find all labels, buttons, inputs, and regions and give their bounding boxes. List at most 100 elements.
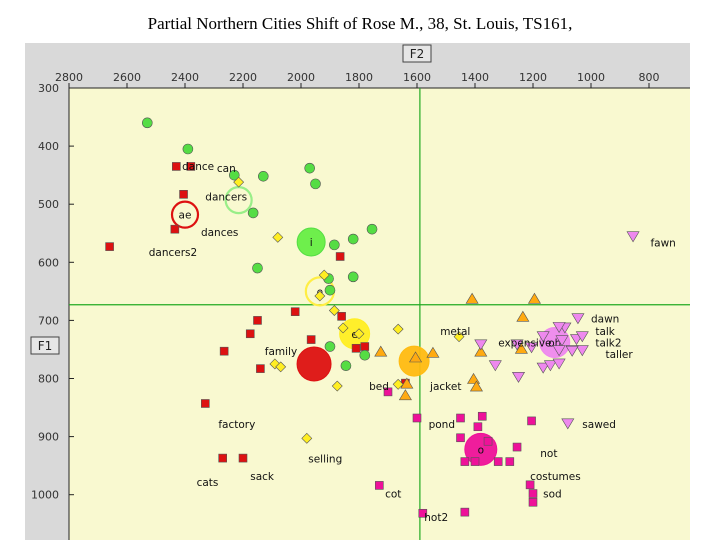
point-ae-6: [290, 307, 300, 316]
point-i-0: [142, 117, 153, 129]
point-ae-7: [253, 316, 262, 325]
f2-axis-tag-box: [402, 44, 432, 63]
x-tick-label-1600: 1600: [403, 71, 431, 84]
point-o-6: [483, 436, 493, 446]
point-label-fawn: fawn: [650, 238, 675, 250]
point-wedge-4: [474, 345, 488, 357]
point-wedge-3: [514, 342, 528, 354]
point-label-dances: dances: [201, 227, 238, 239]
point-oh-7: [575, 331, 589, 343]
mean-circle-unlabeled-5: [296, 346, 332, 382]
point-i-14: [324, 341, 336, 352]
point-e-13: [392, 378, 404, 390]
point-oh-4: [536, 331, 550, 343]
f1-axis-tag-box: [30, 336, 60, 355]
point-ae-15: [201, 399, 210, 408]
point-oh-10: [552, 345, 566, 357]
point-label-bed: bed: [369, 381, 389, 393]
point-e-2: [318, 269, 330, 281]
point-o-14: [528, 489, 538, 498]
point-label-selling: selling: [308, 454, 342, 466]
point-label-talk: talk: [595, 326, 615, 338]
point-o-3: [477, 411, 487, 421]
mean-label-i: i: [310, 237, 313, 249]
point-oh-20: [561, 418, 575, 430]
point-ae-2: [179, 190, 188, 199]
point-ae-13: [351, 343, 361, 353]
point-ae-8: [245, 329, 255, 339]
point-i-16: [340, 360, 352, 372]
point-i-8: [329, 239, 340, 251]
point-i-9: [347, 233, 359, 245]
point-oh-17: [543, 360, 557, 372]
point-o-9: [460, 457, 470, 466]
x-tick-label-2600: 2600: [113, 71, 141, 84]
point-o-12: [505, 457, 515, 466]
point-oh-19: [565, 345, 579, 357]
point-e-8: [453, 331, 465, 343]
point-label-dance: dance: [182, 161, 214, 173]
point-i-10: [366, 223, 378, 235]
y-tick-label-800: 800: [38, 373, 59, 386]
point-oh-11: [510, 339, 524, 351]
y-tick-label-300: 300: [38, 82, 59, 95]
point-wedge-5: [426, 346, 440, 358]
point-o-18: [460, 507, 470, 517]
point-e-4: [328, 305, 340, 316]
y-tick-label-700: 700: [38, 314, 59, 327]
point-label-not: not: [540, 448, 557, 460]
point-ae-12: [337, 312, 346, 321]
point-ae-4: [105, 242, 114, 251]
point-label-sack: sack: [250, 471, 275, 483]
point-ae-5: [335, 252, 345, 261]
point-o-0: [383, 387, 393, 397]
point-wedge-8: [400, 377, 414, 389]
point-wedge-6: [374, 345, 388, 357]
point-o-7: [512, 442, 522, 452]
x-tick-label-2200: 2200: [229, 71, 257, 84]
point-label-taller: taller: [606, 349, 634, 361]
point-ae-0: [172, 162, 181, 171]
f1-axis-tag: F1: [38, 339, 53, 353]
mean-circle-i-2: [296, 227, 326, 257]
point-i-1: [182, 143, 194, 155]
point-oh-13: [525, 342, 539, 354]
point-label-expensive: expensive: [498, 337, 551, 349]
point-wedge-1: [527, 292, 541, 304]
point-ae-1: [186, 162, 196, 171]
point-e-9: [331, 380, 343, 392]
point-i-6: [247, 207, 259, 219]
point-label-jacket: jacket: [429, 381, 461, 393]
point-ae-3: [170, 224, 180, 234]
point-i-4: [304, 162, 316, 174]
point-oh-15: [511, 372, 526, 383]
slide-title: Partial Northern Cities Shift of Rose M.…: [147, 14, 573, 33]
mean-circle-ae-0: [170, 200, 200, 229]
point-ae-11: [306, 335, 316, 344]
point-i-15: [359, 349, 371, 361]
point-label-hot2: hot2: [424, 512, 448, 524]
point-oh-16: [536, 362, 550, 374]
point-ae-9: [219, 346, 229, 356]
point-o-15: [528, 497, 538, 507]
y-tick-label-600: 600: [38, 256, 59, 269]
point-label-costumes: costumes: [530, 471, 581, 483]
point-o-4: [473, 422, 483, 432]
point-o-5: [456, 433, 465, 443]
point-e-7: [392, 323, 404, 335]
point-o-10: [470, 457, 480, 466]
point-o-13: [525, 480, 535, 490]
point-e-0: [233, 176, 245, 188]
point-o-8: [527, 416, 536, 426]
point-label-dancers2: dancers2: [149, 247, 197, 259]
point-i-3: [257, 171, 269, 182]
point-o-17: [418, 508, 428, 518]
x-tick-label-2400: 2400: [171, 71, 199, 84]
point-i-2: [229, 169, 240, 181]
point-label-metal: metal: [440, 326, 470, 338]
y-tick-label-900: 900: [38, 431, 59, 444]
point-label-talk2: talk2: [595, 337, 621, 349]
point-label-can: can: [217, 163, 236, 175]
point-label-factory: factory: [218, 419, 255, 431]
f2-axis-tag: F2: [410, 47, 425, 61]
